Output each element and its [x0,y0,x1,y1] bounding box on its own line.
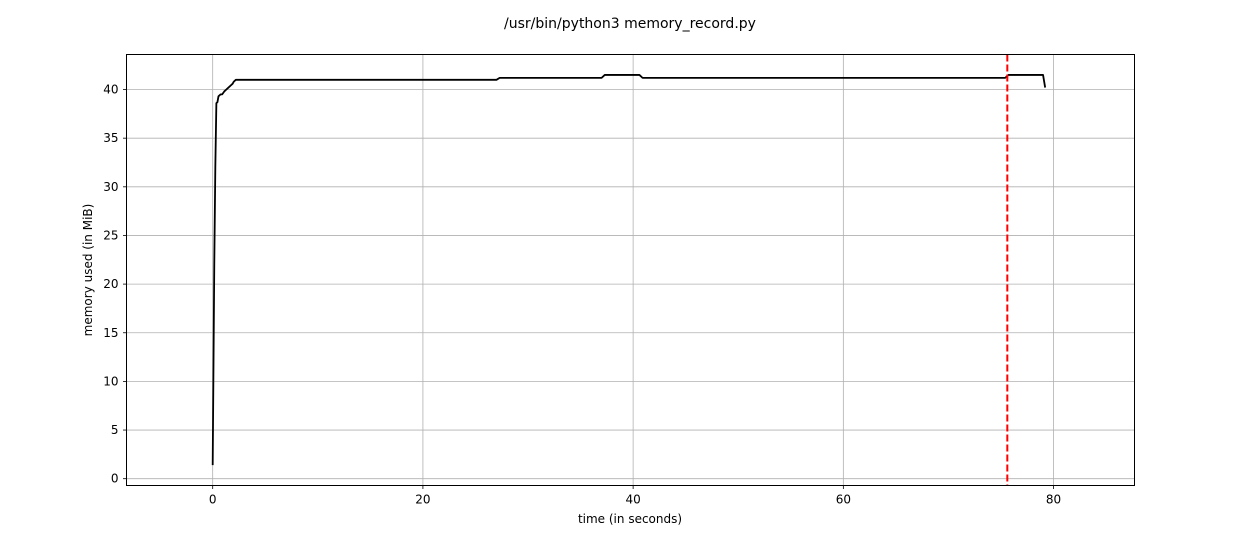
tick-layer: 0 20 40 60 80 0 5 10 15 20 25 30 35 40 [103,83,1061,507]
chart-title: /usr/bin/python3 memory_record.py [504,16,756,32]
x-tick-label: 0 [209,493,217,507]
y-tick-label: 40 [103,83,118,97]
y-tick-label: 20 [103,277,118,291]
y-axis-label: memory used (in MiB) [81,204,95,337]
x-axis-label: time (in seconds) [578,512,682,526]
x-tick-label: 20 [415,493,430,507]
x-tick-label: 60 [836,493,851,507]
y-tick-label: 0 [111,472,119,486]
y-tick-label: 5 [111,423,119,437]
grid-layer [126,54,1135,486]
y-tick-label: 15 [103,326,118,340]
memory-series-line [211,74,1047,466]
y-tick-label: 30 [103,180,118,194]
y-tick-label: 25 [103,228,118,242]
plot-frame [126,54,1135,486]
series-layer [211,74,1047,466]
x-tick-label: 40 [625,493,640,507]
y-tick-label: 35 [103,131,118,145]
x-tick-label: 80 [1046,493,1061,507]
y-tick-label: 10 [103,374,118,388]
